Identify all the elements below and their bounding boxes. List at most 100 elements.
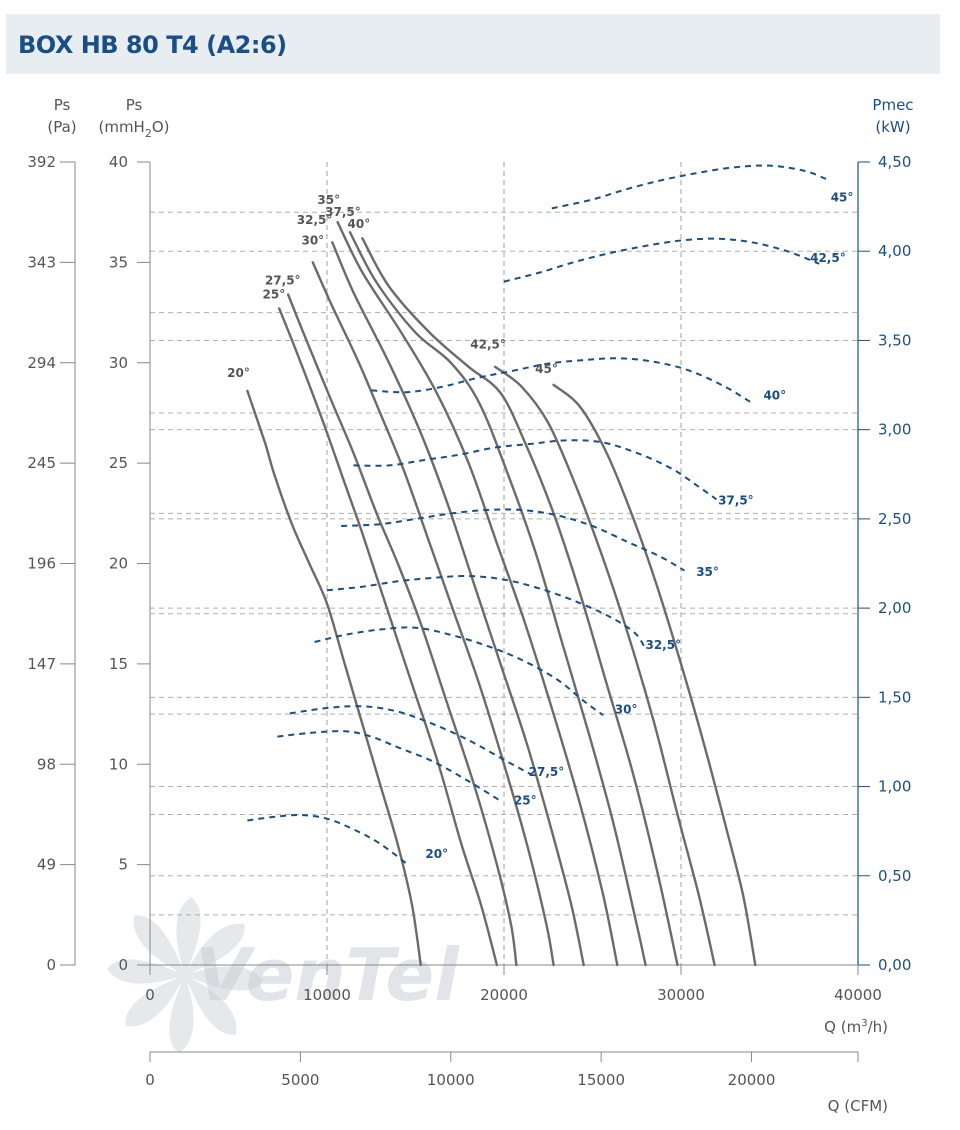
q-tick-label: 20000 [480,986,528,1004]
power-tick-label: 1,50 [878,688,911,706]
mm-tick-label: 35 [109,253,128,271]
pressure-curve-45° [552,383,757,967]
q-axis-title-sup: 3 [861,1018,867,1029]
q-axis-title-b: /h) [868,1018,888,1036]
power-tick-label: 2,00 [878,599,911,617]
curve-labels: 20°25°27,5°30°32,5°35°37,5°40°42,5°45°20… [227,190,853,861]
pressure-label: 37,5° [325,205,361,219]
pressure-curve-32,5° [331,241,585,967]
pa-tick-label: 147 [27,655,56,673]
q-tick-label: 10000 [303,986,351,1004]
power-label: 32,5° [645,638,681,652]
fan-blade-shape [185,966,263,991]
watermark-fan-icon [107,897,263,1053]
pa-tick-label: 196 [27,555,56,573]
q-tick-label: 0 [145,986,155,1004]
fan-blade-shape [125,975,185,1027]
fan-hub-shape [176,966,194,984]
mm-tick-label: 40 [109,153,128,171]
power-tick-label: 3,00 [878,421,911,439]
fan-blade-shape [185,923,245,975]
mm-tick-label: 20 [109,555,128,573]
pa-tick-label: 0 [46,956,56,974]
q-tick-label: 40000 [834,986,882,1004]
pressure-curves [246,221,757,967]
power-tick-label: 1,00 [878,778,911,796]
power-label: 37,5° [718,494,754,508]
page-title: BOX HB 80 T4 (A2:6) [18,31,287,59]
power-curve-32,5° [326,574,647,650]
mm-axis-unit-b: O) [152,118,170,136]
power-label: 35° [696,565,719,579]
fan-blade-shape [107,959,185,984]
power-label: 42,5° [810,251,846,265]
power-curve-35° [341,508,685,572]
mm-tick-label: 5 [118,856,128,874]
power-tick-label: 4,50 [878,153,911,171]
fan-blade-shape [133,915,185,975]
power-label: 30° [615,702,638,716]
power-curve-20° [247,814,410,866]
mm-axis-unit-a: (mmH [98,118,144,136]
power-curve-37,5° [353,439,717,501]
power-curve-40° [371,357,753,404]
q-tick-label: 30000 [657,986,705,1004]
power-label: 45° [831,190,854,204]
power-tick-label: 0,00 [878,956,911,974]
mm-tick-label: 25 [109,454,128,472]
pressure-label: 25° [263,288,286,302]
pa-tick-label: 245 [27,454,56,472]
mm-axis-unit: (mmH2O) [98,118,169,140]
fan-blade-shape [176,897,201,975]
cfm-tick-label: 20000 [728,1071,776,1089]
pressure-curve-42,5° [493,365,716,967]
pressure-curve-30° [311,261,555,967]
pressure-label: 20° [227,366,250,380]
power-tick-label: 0,50 [878,867,911,885]
pressure-label: 27,5° [265,273,301,287]
mm-tick-label: 30 [109,354,128,372]
power-label: 25° [514,793,537,807]
pressure-curve-20° [246,389,422,967]
chart-axes: Ps (Pa) 392 343 294 245 196 147 98 49 0 Ps (mmH2O) 40… [27,96,913,1115]
pressure-curve-25° [278,307,499,967]
pressure-label: 40° [348,217,371,231]
power-label: 27,5° [529,765,565,779]
q-axis-title: Q (m3/h) [824,1018,888,1036]
pressure-label: 42,5° [470,338,506,352]
pressure-label: 32,5° [297,213,333,227]
pressure-curve-35° [336,221,619,967]
power-curve-42,5° [503,237,820,283]
power-axis-title: Pmec [872,96,913,114]
power-label: 40° [763,388,786,402]
title-bar: BOX HB 80 T4 (A2:6) [6,14,940,74]
fan-blade-shape [169,975,194,1053]
watermark-logo: VenTel [107,897,460,1053]
power-curve-25° [277,730,502,802]
pressure-curve-40° [361,237,679,967]
pa-tick-label: 98 [37,755,56,773]
pa-axis-title: Ps [54,96,71,114]
pressure-curve-27,5° [286,293,518,967]
power-axis-unit: (kW) [875,118,910,136]
cfm-tick-label: 0 [145,1071,155,1089]
pressure-label: 30° [301,233,324,247]
cfm-axis-title: Q (CFM) [828,1097,888,1115]
pa-tick-label: 294 [27,354,56,372]
pa-tick-label: 49 [37,856,56,874]
mm-tick-label: 10 [109,755,128,773]
mm-axis-title: Ps [126,96,143,114]
power-curve-45° [551,164,829,210]
pa-tick-label: 343 [27,253,56,271]
power-curves [247,164,829,866]
power-curve-27,5° [289,705,531,775]
power-tick-label: 4,00 [878,242,911,260]
q-axis-title-a: Q (m [824,1018,861,1036]
pressure-label: 35° [317,193,340,207]
power-curve-30° [314,626,604,717]
power-tick-label: 2,50 [878,510,911,528]
watermark-wordmark: VenTel [195,933,460,1017]
chart-grid [150,162,858,965]
mm-tick-label: 15 [109,655,128,673]
